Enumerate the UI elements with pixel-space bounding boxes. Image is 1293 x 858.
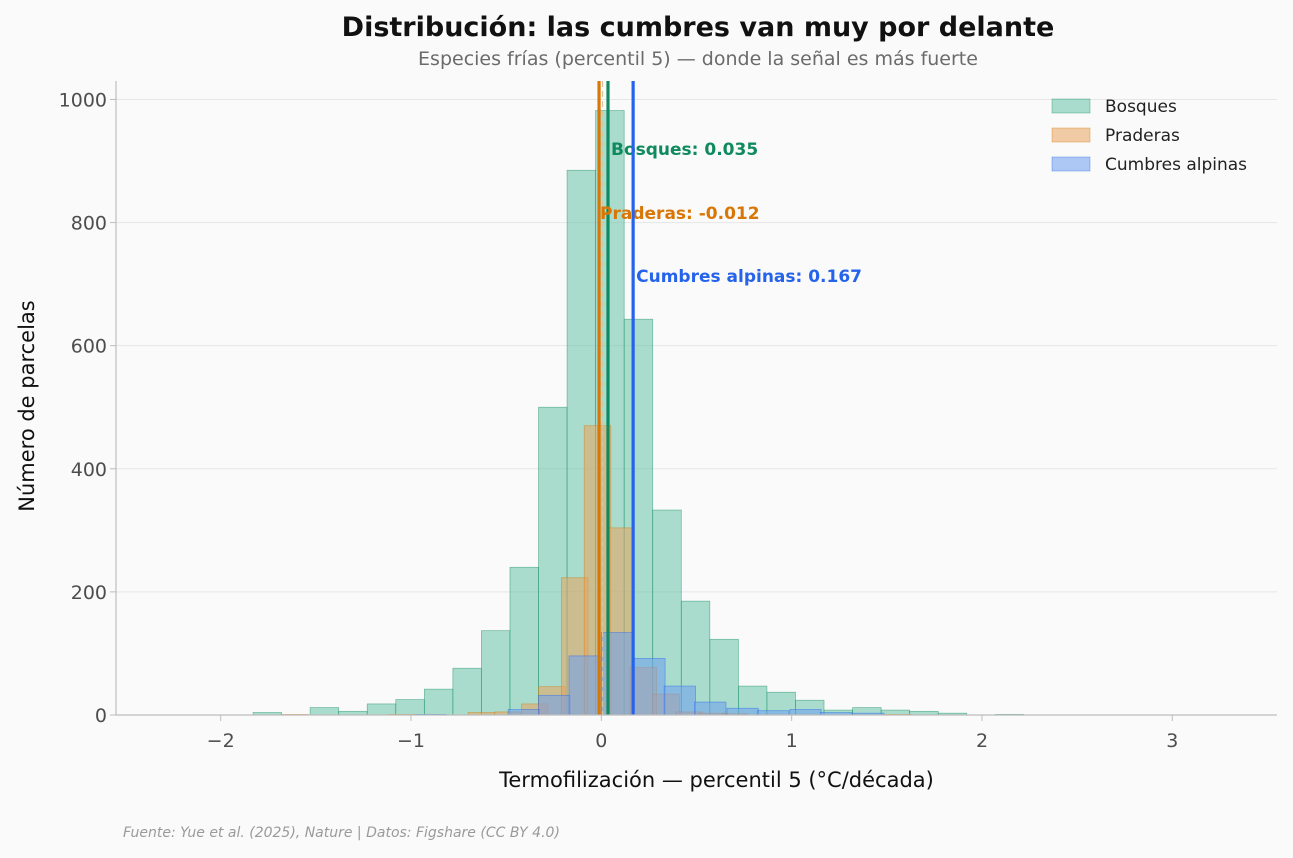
bar-cumbres-alpinas-7	[694, 701, 727, 716]
y-tick-label: 200	[71, 582, 107, 604]
x-tick-label: 1	[786, 730, 798, 752]
mean-label-bosques: Bosques: 0.035	[611, 140, 758, 160]
mean-label-praderas: Praderas: -0.012	[600, 204, 760, 224]
bar-cumbres-alpinas-6	[663, 685, 696, 716]
legend-label-cumbres-alpinas: Cumbres alpinas	[1105, 155, 1247, 175]
bar-cumbres-alpinas-3	[568, 655, 601, 716]
legend-swatch-cumbres-alpinas	[1051, 156, 1091, 172]
x-tick-label: 3	[1166, 730, 1178, 752]
y-tick-label: 0	[95, 705, 107, 727]
x-tick-label: −2	[207, 730, 235, 752]
histogram-bars	[252, 110, 1025, 716]
x-tick-label: 0	[595, 730, 607, 752]
series-bosques	[252, 110, 1025, 716]
legend-swatch-praderas	[1051, 127, 1091, 143]
bar-bosques-1	[309, 707, 340, 716]
mean-lines: Bosques: 0.035 Praderas: -0.012 Cumbres al…	[597, 81, 862, 715]
bar-bosques-6	[452, 667, 482, 716]
y-tick-label: 600	[71, 336, 107, 358]
x-tick-label: 2	[976, 730, 988, 752]
bar-bosques-5	[423, 688, 454, 716]
x-axis-label: Termofilización — percentil 5 (°C/década…	[498, 768, 934, 792]
mean-label-cumbres-alpinas: Cumbres alpinas: 0.167	[636, 267, 862, 287]
bar-cumbres-alpinas-9	[757, 710, 790, 716]
legend-swatch-bosques	[1051, 98, 1091, 114]
y-tick-label: 400	[71, 459, 107, 481]
bar-bosques-4	[395, 699, 425, 716]
legend-label-bosques: Bosques	[1105, 97, 1177, 117]
chart-title: Distribución: las cumbres van muy por de…	[341, 12, 1055, 43]
chart-subtitle: Especies frías (percentil 5) — donde la …	[418, 48, 978, 70]
bar-cumbres-alpinas-8	[726, 707, 759, 716]
bar-cumbres-alpinas-1	[507, 709, 540, 716]
bar-cumbres-alpinas-2	[538, 694, 571, 716]
legend: Bosques Praderas Cumbres alpinas	[1051, 97, 1247, 175]
bar-bosques-7	[481, 630, 511, 716]
legend-label-praderas: Praderas	[1105, 126, 1180, 146]
bar-cumbres-alpinas-10	[789, 709, 822, 716]
bar-bosques-8	[509, 566, 539, 716]
y-tick-label: 1000	[59, 89, 107, 111]
bar-cumbres-alpinas-4	[600, 632, 634, 716]
y-axis-label: Número de parcelas	[15, 300, 39, 512]
bar-cumbres-alpinas-5	[633, 658, 666, 716]
y-tick-label: 800	[71, 213, 107, 235]
axes: −2 −1 0 1 2 3 0 200 400 600 800 1000 Termofilización…	[15, 81, 1277, 792]
source-note: Fuente: Yue et al. (2025), Nature | Dato…	[123, 825, 560, 841]
x-tick-label: −1	[397, 730, 425, 752]
bar-bosques-3	[366, 703, 397, 716]
